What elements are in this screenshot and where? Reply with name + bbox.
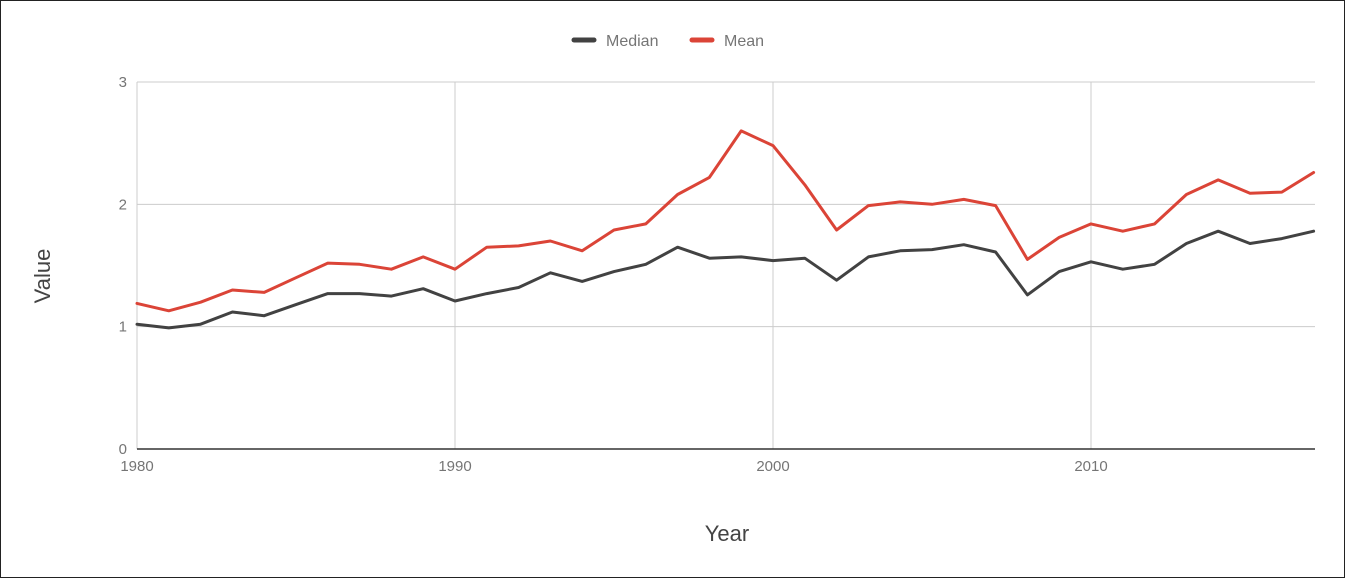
series-lines <box>135 129 1316 330</box>
x-tick-label: 2000 <box>756 458 789 475</box>
y-tick-label: 1 <box>119 319 127 336</box>
x-tick-label: 1990 <box>438 458 471 475</box>
legend: Median Mean <box>571 33 764 50</box>
axes: 0 1 2 3 1980 1990 2000 2010 <box>119 74 1315 475</box>
y-tick-label: 3 <box>119 74 127 91</box>
gridlines <box>136 81 1315 449</box>
series-line-mean <box>135 129 1316 313</box>
series-line-median <box>135 229 1316 330</box>
y-axis-title: Value <box>30 249 55 304</box>
y-tick-label: 0 <box>119 441 127 458</box>
y-tick-label: 2 <box>119 196 127 213</box>
legend-label-mean: Mean <box>724 33 764 50</box>
x-tick-label: 2010 <box>1074 458 1107 475</box>
legend-label-median: Median <box>606 33 658 50</box>
x-axis-title: Year <box>705 521 749 546</box>
x-tick-label: 1980 <box>120 458 153 475</box>
